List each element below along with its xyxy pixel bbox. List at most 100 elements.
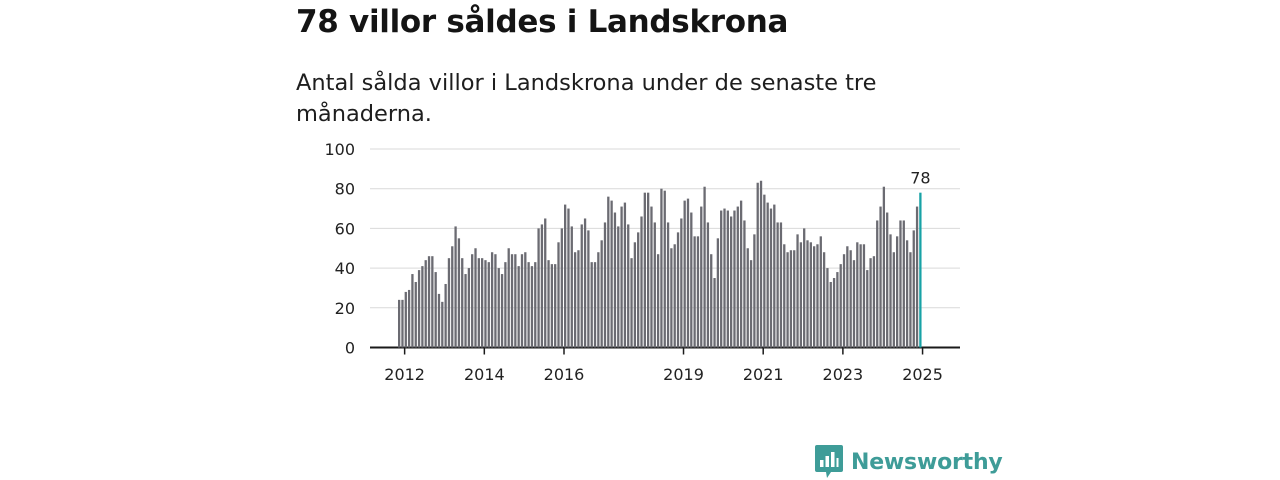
bar [680, 218, 683, 348]
bar [793, 250, 796, 348]
bar [547, 260, 550, 348]
bar [484, 260, 487, 348]
bar [700, 206, 703, 348]
y-tick-label: 0 [345, 339, 355, 358]
bar [527, 262, 530, 348]
bar [796, 234, 799, 348]
x-axis-ticks: 2012 2014 2016 2019 2021 2023 2025 [384, 347, 943, 384]
bar [467, 268, 471, 348]
bar [896, 236, 899, 348]
bar [803, 228, 806, 348]
bar [481, 258, 484, 348]
bar [454, 226, 457, 348]
bar [477, 258, 480, 348]
bar [690, 212, 693, 348]
bar [779, 222, 783, 348]
bars [398, 180, 922, 348]
bar [640, 216, 643, 348]
bar [620, 206, 623, 348]
bar [600, 240, 603, 348]
bar [550, 264, 554, 348]
bar [822, 252, 826, 348]
bar [504, 262, 507, 348]
bar [431, 256, 434, 348]
bar [902, 220, 905, 348]
bar [693, 236, 696, 348]
bar [839, 264, 842, 348]
bar [441, 301, 444, 348]
bar [490, 252, 494, 348]
bar [756, 182, 759, 348]
bar [872, 256, 876, 348]
bar [607, 196, 610, 348]
bar [660, 188, 663, 348]
bar [401, 299, 404, 348]
bar [736, 206, 739, 348]
bar [670, 248, 673, 348]
bar [613, 212, 617, 348]
bar [673, 244, 676, 348]
bar [524, 252, 527, 348]
bar [421, 266, 424, 348]
bar [776, 222, 779, 348]
bar [537, 228, 540, 348]
bar [769, 208, 773, 348]
bar [398, 299, 401, 348]
bar [407, 289, 411, 348]
bar [633, 242, 637, 348]
bar [573, 252, 577, 348]
bar [497, 268, 500, 348]
bar [829, 281, 832, 348]
bar [517, 266, 520, 348]
bar [686, 198, 690, 348]
bar [603, 222, 607, 348]
bar [819, 236, 822, 348]
bar [666, 222, 670, 348]
bar [773, 204, 776, 348]
bar [703, 186, 706, 348]
x-tick-label: 2012 [384, 365, 425, 384]
newsworthy-brand[interactable]: Newsworthy [815, 445, 1003, 479]
bar [730, 216, 733, 348]
bar [487, 262, 490, 348]
bar [637, 232, 640, 348]
bar [786, 252, 789, 348]
bar [876, 220, 879, 348]
bar [663, 190, 666, 348]
bar [647, 192, 650, 348]
x-tick-label: 2025 [902, 365, 943, 384]
bar [560, 228, 563, 348]
bar [826, 268, 829, 348]
bar [424, 260, 427, 348]
bar [447, 258, 451, 348]
bar [842, 254, 846, 348]
bar [905, 240, 909, 348]
bar [723, 208, 726, 348]
bar [627, 224, 630, 348]
bar [759, 180, 763, 348]
bar [593, 262, 597, 348]
bar-chart: 0 20 40 60 80 100 2012 2014 2016 2019 2021 2023 202… [324, 140, 960, 384]
bar [580, 224, 583, 348]
bar [557, 242, 560, 348]
bar [852, 260, 856, 348]
bar [683, 200, 686, 348]
bar [909, 252, 912, 348]
bar [510, 254, 514, 348]
bar [720, 210, 723, 348]
bar-chart-logo-icon [815, 445, 843, 478]
bar [832, 278, 836, 348]
chart-subtitle: Antal sålda villor i Landskrona under de… [296, 70, 877, 127]
bar [882, 186, 886, 348]
bar [713, 278, 716, 348]
x-tick-label: 2021 [743, 365, 784, 384]
bar [411, 274, 414, 348]
data-labels: 78 [910, 169, 930, 188]
bar [464, 274, 467, 348]
bar [494, 254, 497, 348]
bar [457, 238, 461, 348]
bar [816, 244, 819, 348]
y-tick-label: 80 [335, 180, 355, 199]
bar [746, 248, 749, 348]
bar [912, 230, 915, 348]
